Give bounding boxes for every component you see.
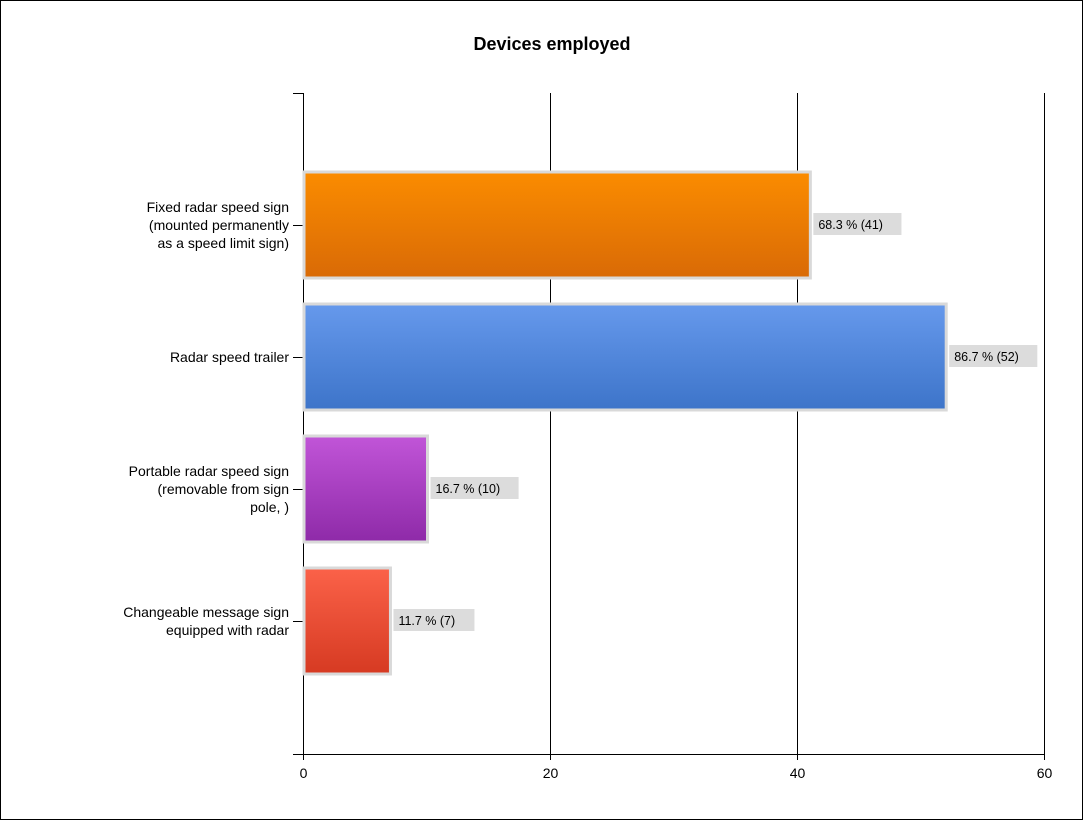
data-label: 16.7 % (10) <box>436 482 501 496</box>
data-label-background <box>393 609 475 631</box>
data-label-background <box>949 345 1038 367</box>
x-tick-label: 0 <box>300 765 308 781</box>
data-label-background <box>813 213 902 235</box>
bars <box>302 170 948 676</box>
data-label: 11.7 % (7) <box>398 614 455 628</box>
bar <box>302 434 429 544</box>
chart-title: Devices employed <box>473 34 630 54</box>
category-label: Radar speed trailer <box>170 349 289 365</box>
x-tick-label: 20 <box>543 765 559 781</box>
x-tick-label: 60 <box>1037 765 1053 781</box>
data-label-background <box>430 477 519 499</box>
data-label: 68.3 % (41) <box>818 218 883 232</box>
category-label: Fixed radar speed sign (mounted permanent… <box>147 199 289 251</box>
category-label: Changeable message sign equipped with rad… <box>123 604 289 638</box>
category-label: Portable radar speed sign (removable from… <box>129 463 289 515</box>
bar <box>302 302 948 412</box>
bar <box>302 566 392 676</box>
x-tick-label: 40 <box>790 765 806 781</box>
data-label: 86.7 % (52) <box>954 350 1019 364</box>
bar <box>302 170 812 280</box>
data-labels: 68.3 % (41) 86.7 % (52) 16.7 % (10) 11.7 % … <box>393 213 1038 631</box>
